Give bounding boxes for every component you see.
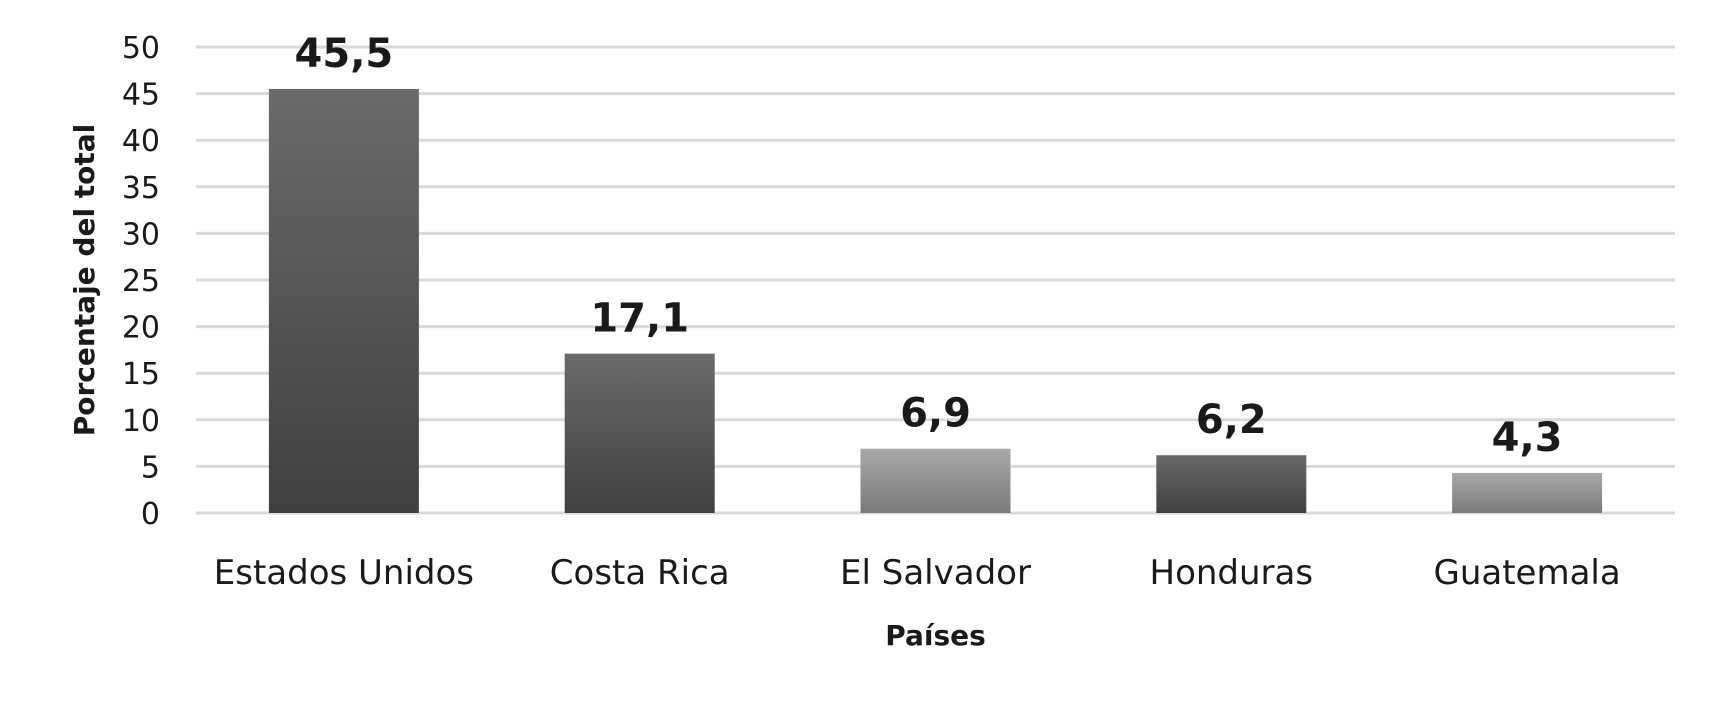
bar-value-label: 45,5 xyxy=(295,31,394,77)
x-category-label: Guatemala xyxy=(1433,553,1620,593)
y-tick-label: 40 xyxy=(122,124,160,159)
data-labels: 45,5 17,1 6,9 6,2 4,3 xyxy=(295,31,1563,461)
x-category-label: Estados Unidos xyxy=(214,553,474,593)
y-tick-label: 45 xyxy=(122,78,160,113)
bar-value-label: 6,2 xyxy=(1196,397,1267,443)
y-tick-label: 0 xyxy=(141,497,160,532)
y-tick-label: 35 xyxy=(122,171,160,206)
bar xyxy=(1156,455,1307,513)
bar xyxy=(1452,472,1603,513)
x-category-label: Costa Rica xyxy=(550,553,730,593)
y-tick-label: 5 xyxy=(141,450,160,485)
y-tick-label: 15 xyxy=(122,357,160,392)
bar-value-label: 17,1 xyxy=(590,296,689,342)
gridlines xyxy=(196,45,1675,515)
x-category-label: El Salvador xyxy=(840,553,1031,593)
x-category-label: Honduras xyxy=(1150,553,1314,593)
x-axis-categories: Estados Unidos Costa Rica El Salvador Hondu… xyxy=(214,553,1621,593)
y-axis-ticks: 0 5 10 15 20 25 30 35 40 45 50 xyxy=(122,31,160,532)
x-axis-title: Países xyxy=(885,619,986,652)
bar xyxy=(564,353,715,513)
y-tick-label: 50 xyxy=(122,31,160,66)
y-axis-title: Porcentaje del total xyxy=(68,124,101,437)
bars xyxy=(268,88,1603,513)
y-tick-label: 20 xyxy=(122,311,160,346)
bar xyxy=(860,448,1011,513)
bar xyxy=(268,88,419,513)
y-tick-label: 10 xyxy=(122,404,160,439)
y-tick-label: 30 xyxy=(122,217,160,252)
bar-value-label: 4,3 xyxy=(1492,415,1563,461)
bar-value-label: 6,9 xyxy=(900,391,971,437)
y-tick-label: 25 xyxy=(122,264,160,299)
